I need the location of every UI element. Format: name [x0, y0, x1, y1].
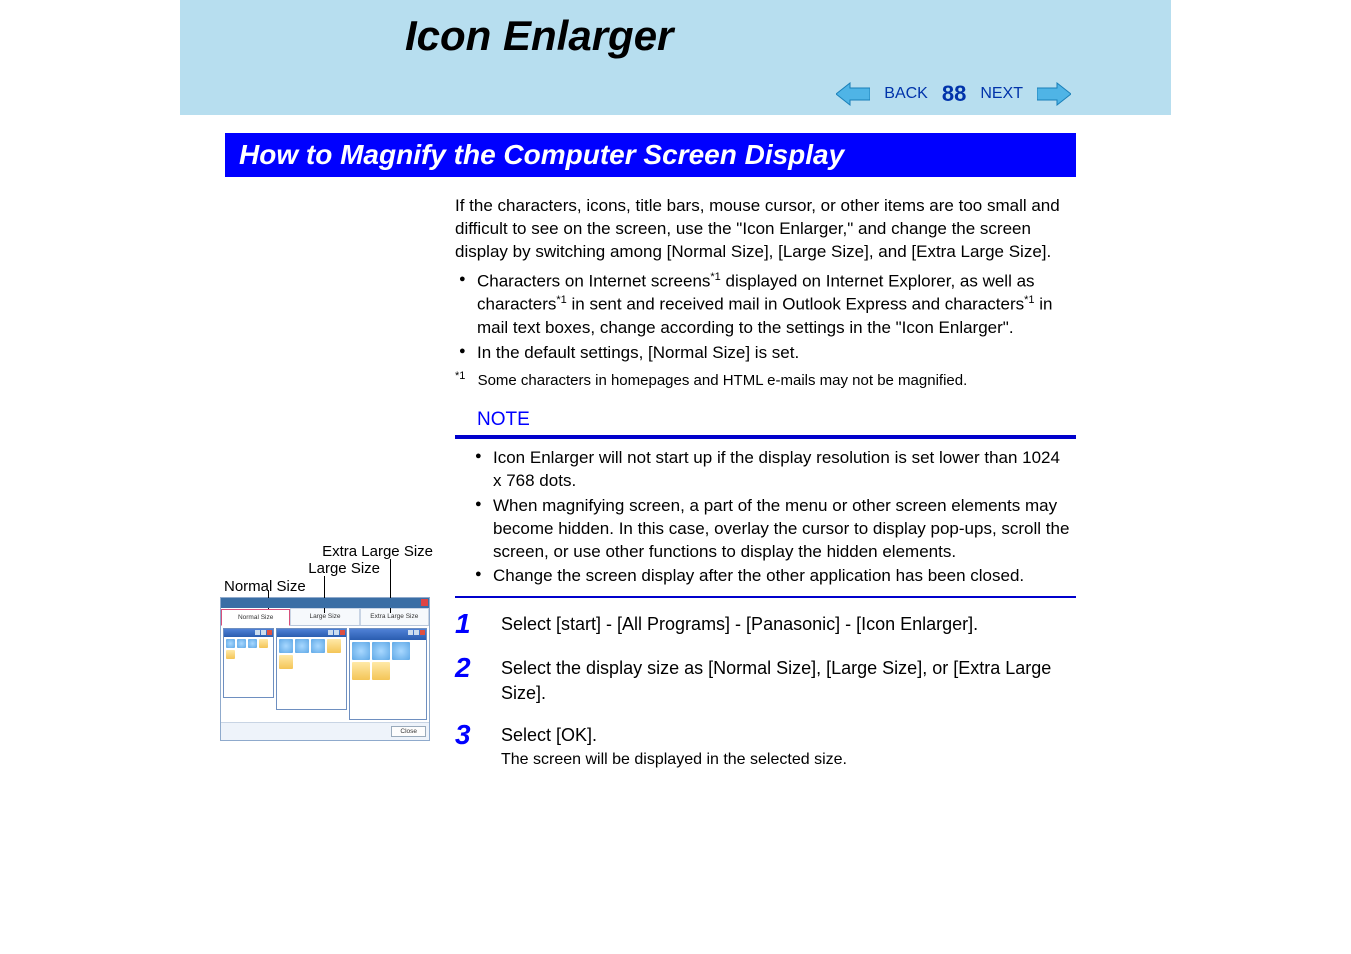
step-3: 3 Select [OK]. The screen will be displa… — [455, 723, 1076, 771]
note-label: NOTE — [477, 407, 1076, 433]
step-2: 2 Select the display size as [Normal Siz… — [455, 656, 1076, 705]
tab-normal-size[interactable]: Normal Size — [221, 609, 290, 626]
step-number: 1 — [455, 610, 501, 638]
section-heading: How to Magnify the Computer Screen Displ… — [225, 133, 1076, 177]
note-bullets: Icon Enlarger will not start up if the d… — [471, 447, 1072, 589]
step-text: Select [OK]. — [501, 723, 1076, 747]
preview-large — [276, 628, 347, 710]
note-item-1: Icon Enlarger will not start up if the d… — [471, 447, 1072, 493]
tab-extra-large-size[interactable]: Extra Large Size — [360, 608, 429, 625]
intro-paragraph: If the characters, icons, title bars, mo… — [455, 195, 1076, 264]
top-banner: Icon Enlarger BACK 88 NEXT — [0, 0, 1351, 115]
page-number: 88 — [942, 81, 966, 107]
intro-bullet-1: Characters on Internet screens*1 display… — [455, 270, 1076, 340]
preview-extra-large — [349, 628, 427, 720]
diagram-label-large: Large Size — [220, 560, 435, 577]
nav-bar: BACK 88 NEXT — [836, 81, 1071, 107]
back-arrow-icon[interactable] — [836, 82, 870, 106]
steps-list: 1 Select [start] - [All Programs] - [Pan… — [455, 612, 1076, 770]
next-arrow-icon[interactable] — [1037, 82, 1071, 106]
note-box: NOTE Icon Enlarger will not start up if … — [455, 407, 1076, 598]
size-tabs: Normal Size Large Size Extra Large Size — [221, 608, 429, 626]
note-rule-bottom — [455, 596, 1076, 598]
preview-row — [221, 626, 429, 722]
size-diagram: Extra Large Size Large Size Normal Size … — [220, 543, 435, 741]
intro-bullets: Characters on Internet screens*1 display… — [455, 270, 1076, 365]
step-number: 3 — [455, 721, 501, 749]
footnote-text: Some characters in homepages and HTML e-… — [478, 372, 968, 389]
note-item-3: Change the screen display after the othe… — [471, 565, 1072, 588]
page-title: Icon Enlarger — [405, 12, 1171, 60]
diagram-label-extra-large: Extra Large Size — [220, 543, 435, 560]
intro-bullet-2: In the default settings, [Normal Size] i… — [455, 342, 1076, 365]
window-footer: Close — [221, 722, 429, 740]
step-1: 1 Select [start] - [All Programs] - [Pan… — [455, 612, 1076, 638]
window-titlebar — [221, 598, 429, 608]
close-button[interactable]: Close — [391, 726, 426, 737]
step-text: Select the display size as [Normal Size]… — [501, 656, 1076, 705]
footnote-ref: *1 — [556, 294, 566, 306]
icon-enlarger-window: Normal Size Large Size Extra Large Size — [220, 597, 430, 741]
preview-normal — [223, 628, 274, 698]
footnote-ref: *1 — [710, 271, 720, 283]
next-link[interactable]: NEXT — [980, 85, 1023, 103]
step-subtext: The screen will be displayed in the sele… — [501, 749, 1076, 771]
footnote: *1 Some characters in homepages and HTML… — [455, 369, 1076, 391]
note-rule-top — [455, 435, 1076, 439]
content-body: If the characters, icons, title bars, mo… — [455, 195, 1076, 771]
step-text: Select [start] - [All Programs] - [Panas… — [501, 612, 1076, 636]
footnote-ref: *1 — [1024, 294, 1034, 306]
note-item-2: When magnifying screen, a part of the me… — [471, 495, 1072, 564]
step-number: 2 — [455, 654, 501, 682]
footnote-mark: *1 — [455, 370, 465, 382]
diagram-label-normal: Normal Size — [220, 578, 435, 595]
back-link[interactable]: BACK — [884, 85, 928, 103]
